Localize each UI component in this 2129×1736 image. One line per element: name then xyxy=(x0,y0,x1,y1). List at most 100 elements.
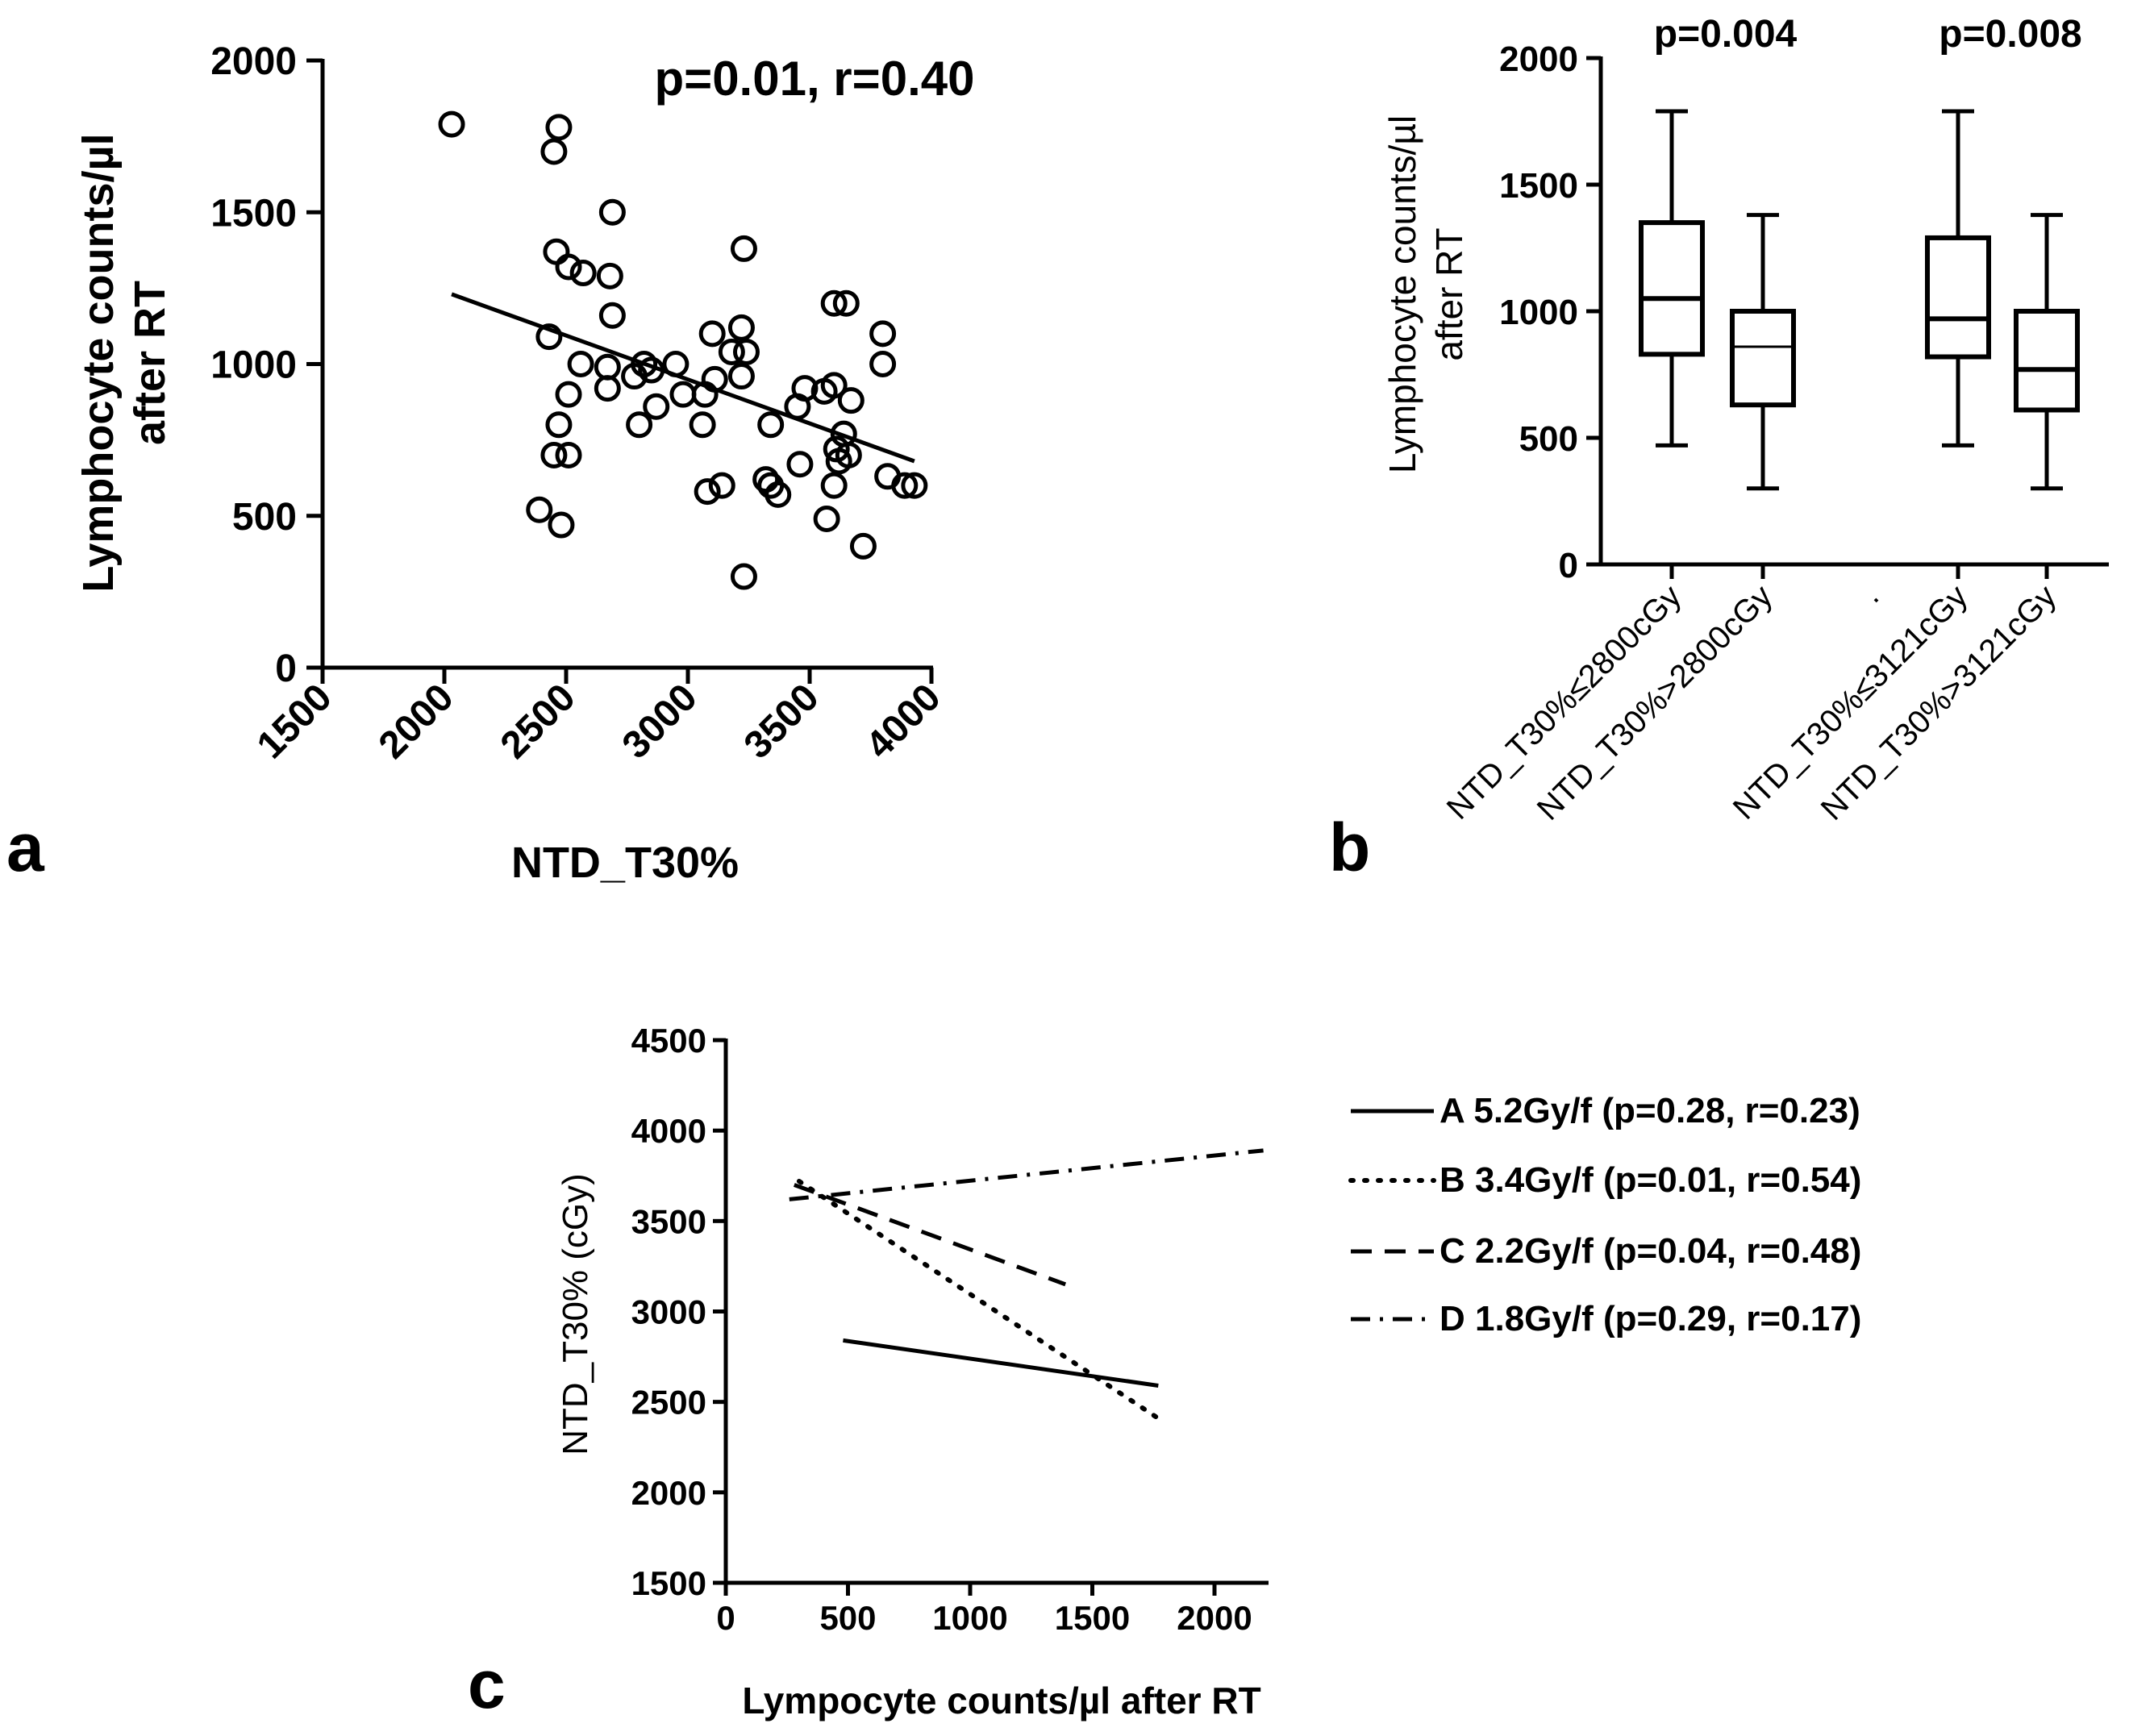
panel-a-xtick-label: 4000 xyxy=(858,676,949,767)
scatter-point xyxy=(621,363,648,390)
panel-a-ylabel-line1: Lymphocyte counts/µl xyxy=(74,133,123,592)
scatter-point xyxy=(691,381,719,408)
pvalue-annotation: p=0.008 xyxy=(1939,13,2081,56)
box-iqr xyxy=(2014,309,2080,413)
box-3 xyxy=(1925,109,1991,448)
panel-c-ytick-label: 2000 xyxy=(631,1474,706,1512)
panel-c-ylabel-text: NTD_T30% (cGy) xyxy=(556,1173,595,1455)
panel-a-xtick-label: 3000 xyxy=(615,676,706,767)
box-iqr xyxy=(1639,220,1705,357)
scatter-point xyxy=(832,289,860,317)
scatter-point xyxy=(643,393,670,420)
scatter-point xyxy=(891,472,919,499)
scatter-point xyxy=(820,472,848,499)
scatter-point xyxy=(732,338,760,365)
panel-c-xlabel: Lympocyte counts/µl after RT xyxy=(742,1680,1260,1721)
panel-b-boxplot: 0500100015002000NTD_T30%≤2800cGyNTD_T30%… xyxy=(1329,13,2109,885)
panel-a-ylabel: Lymphocyte counts/µl after RT xyxy=(74,133,174,592)
box-4 xyxy=(2014,213,2080,491)
scatter-point xyxy=(626,411,653,439)
panel-c-xtick-label: 500 xyxy=(819,1599,876,1637)
scatter-point xyxy=(708,472,735,499)
scatter-point xyxy=(869,351,897,377)
panel-c-ytick-label: 3000 xyxy=(631,1293,706,1331)
panel-a-ytick-label: 2000 xyxy=(210,40,297,83)
legend-entry: C 2.2Gy/f (p=0.04, r=0.48) xyxy=(1439,1231,1861,1271)
scatter-point xyxy=(698,320,726,348)
regression-line xyxy=(451,292,915,464)
scatter-point xyxy=(596,262,623,289)
panel-a-ytick-label: 1000 xyxy=(210,344,297,387)
legend-entry: A 5.2Gy/f (p=0.28, r=0.23) xyxy=(1439,1091,1860,1130)
panel-a-title: p=0.01, r=0.40 xyxy=(655,52,975,106)
panel-a-ytick-label: 0 xyxy=(275,647,297,690)
scatter-point xyxy=(718,338,745,365)
scatter-point xyxy=(526,496,553,523)
scatter-point xyxy=(540,138,568,165)
panel-c-xtick-label: 2000 xyxy=(1177,1599,1252,1637)
panel-b-ylabel-line1: Lymphocyte counts/µl xyxy=(1381,115,1423,473)
series-line-d xyxy=(789,1148,1264,1201)
series-line-b xyxy=(796,1178,1164,1423)
scatter-point xyxy=(555,381,582,408)
scatter-point xyxy=(849,532,877,560)
scatter-point xyxy=(727,363,755,390)
series-line-a xyxy=(843,1338,1159,1388)
panel-c-letter: c xyxy=(468,1646,506,1722)
panel-b-ylabel: Lymphocyte counts/µl after RT xyxy=(1381,115,1470,473)
scatter-point xyxy=(730,563,757,590)
panel-c-ytick-label: 2500 xyxy=(631,1384,706,1422)
panel-a-xlabel: NTD_T30% xyxy=(511,839,739,887)
scatter-point xyxy=(901,472,928,499)
scatter-point xyxy=(545,114,573,141)
panel-b-letter: b xyxy=(1329,810,1370,885)
panel-b-ytick-label: 0 xyxy=(1559,546,1578,585)
box-2 xyxy=(1730,213,1796,491)
panel-a-ylabel-line2: after RT xyxy=(126,281,174,445)
panel-c-ylabel: NTD_T30% (cGy) xyxy=(556,1173,595,1455)
panel-c-series xyxy=(789,1148,1264,1423)
scatter-point xyxy=(813,506,840,533)
scatter-point xyxy=(594,353,621,381)
scatter-point xyxy=(567,351,594,377)
panel-c-lines: 1500 2000 2500 3000 3500 4000 4500 0 500 1000 1500… xyxy=(468,1022,1861,1722)
scatter-point xyxy=(765,481,792,508)
scatter-point xyxy=(438,110,465,138)
panel-a-ytick-label: 1500 xyxy=(210,192,297,235)
legend-entry: B 3.4Gy/f (p=0.01, r=0.54) xyxy=(1439,1160,1861,1200)
panel-c-legend: A 5.2Gy/f (p=0.28, r=0.23) B 3.4Gy/f (p=0… xyxy=(1348,1091,1861,1338)
scatter-point xyxy=(757,411,785,439)
scatter-point xyxy=(540,441,568,468)
panel-a-xtick-label: 2000 xyxy=(371,676,462,767)
scatter-point xyxy=(555,253,582,281)
pvalue-annotation: p=0.004 xyxy=(1654,13,1798,56)
panel-b-ylabel-line2: after RT xyxy=(1428,227,1470,360)
panel-c-axes: 1500 2000 2500 3000 3500 4000 4500 0 500 1000 1500… xyxy=(631,1022,1269,1637)
scatter-point xyxy=(543,238,570,265)
scatter-point xyxy=(810,377,838,405)
scatter-point xyxy=(820,289,848,317)
scatter-point xyxy=(727,314,755,341)
scatter-point xyxy=(598,302,626,329)
panel-c-xtick-label: 0 xyxy=(716,1599,735,1637)
box-iqr xyxy=(1730,309,1796,408)
panel-b-axes: 0500100015002000NTD_T30%≤2800cGyNTD_T30%… xyxy=(1440,40,2109,827)
panel-b-ytick-label: 1000 xyxy=(1499,293,1578,332)
panel-c-ytick-label: 3500 xyxy=(631,1202,706,1240)
panel-b-ytick-label: 500 xyxy=(1519,419,1578,459)
panel-a-ytick-label: 500 xyxy=(232,496,297,539)
scatter-point xyxy=(837,387,865,414)
scatter-point xyxy=(730,235,757,262)
scatter-point xyxy=(545,411,573,439)
scatter-point xyxy=(569,260,597,287)
panel-c-ytick-label: 4000 xyxy=(631,1112,706,1150)
panel-a-xtick-label: 2500 xyxy=(493,676,584,767)
scatter-point xyxy=(669,381,697,408)
box-1 xyxy=(1639,109,1705,448)
panel-b-ytick-label: 2000 xyxy=(1499,40,1578,79)
scatter-point xyxy=(594,375,621,402)
scatter-point xyxy=(689,411,716,439)
legend-entry: D 1.8Gy/f (p=0.29, r=0.17) xyxy=(1439,1299,1861,1338)
